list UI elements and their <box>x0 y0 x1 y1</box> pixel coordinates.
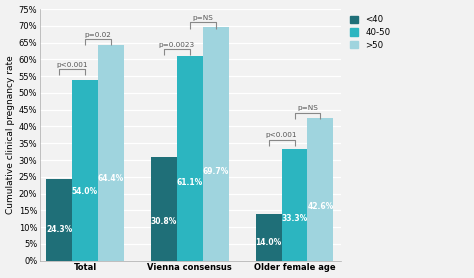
Text: p=0.02: p=0.02 <box>84 32 111 38</box>
Bar <box>46 179 72 261</box>
Bar <box>177 56 203 261</box>
Text: 61.1%: 61.1% <box>177 178 203 187</box>
Bar <box>151 157 177 261</box>
Bar <box>308 118 333 261</box>
Text: 69.7%: 69.7% <box>202 167 229 176</box>
Text: 33.3%: 33.3% <box>282 214 308 223</box>
Text: 30.8%: 30.8% <box>151 217 177 226</box>
Bar <box>282 149 308 261</box>
Text: p=NS: p=NS <box>297 105 318 111</box>
Bar <box>72 80 98 261</box>
Text: p<0.001: p<0.001 <box>56 62 88 68</box>
Text: p=NS: p=NS <box>192 15 213 21</box>
Bar <box>203 27 228 261</box>
Text: 54.0%: 54.0% <box>72 187 98 196</box>
Text: p<0.001: p<0.001 <box>266 132 297 138</box>
Text: 64.4%: 64.4% <box>98 174 124 183</box>
Y-axis label: Cumulative clinical pregnancy rate: Cumulative clinical pregnancy rate <box>6 56 15 214</box>
Text: 24.3%: 24.3% <box>46 225 72 234</box>
Text: 14.0%: 14.0% <box>255 238 282 247</box>
Bar <box>255 214 282 261</box>
Legend: <40, 40-50, >50: <40, 40-50, >50 <box>349 13 392 51</box>
Text: 42.6%: 42.6% <box>307 202 334 211</box>
Text: p=0.0023: p=0.0023 <box>159 42 195 48</box>
Bar <box>98 44 124 261</box>
